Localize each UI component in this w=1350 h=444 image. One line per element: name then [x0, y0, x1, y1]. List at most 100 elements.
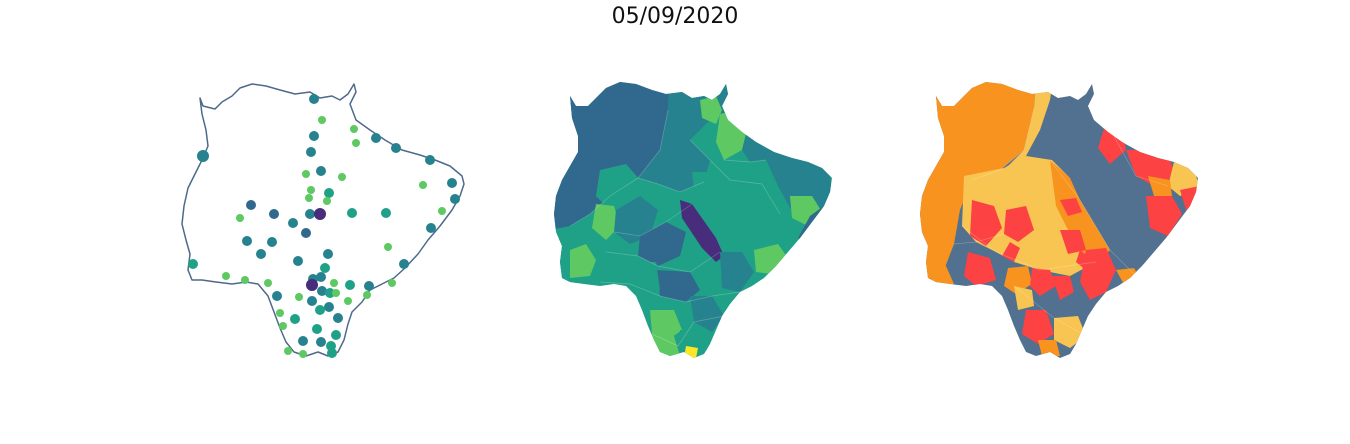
point-marker	[241, 276, 249, 284]
point-marker	[222, 272, 230, 280]
region-center-east-2	[730, 180, 780, 246]
class-orange-far-south	[1038, 340, 1060, 356]
point-marker	[316, 166, 326, 176]
class-regions	[920, 82, 1198, 358]
point-marker	[312, 324, 322, 334]
region-north-lime	[700, 96, 722, 124]
point-marker	[305, 194, 313, 202]
point-marker	[364, 281, 374, 291]
point-marker	[331, 330, 341, 340]
point-marker	[327, 348, 337, 358]
point-marker	[309, 131, 319, 141]
point-marker	[388, 279, 396, 287]
region-center-north	[638, 140, 710, 192]
region-center-west	[614, 196, 658, 244]
point-marker	[419, 181, 427, 189]
point-marker	[197, 150, 209, 162]
region-west-center	[596, 164, 640, 210]
point-marker	[315, 305, 325, 315]
point-marker	[272, 291, 282, 301]
points-map	[181, 83, 465, 358]
point-marker	[290, 314, 300, 324]
point-marker	[318, 116, 326, 124]
class-borders	[953, 107, 1169, 337]
class-red-west	[970, 200, 1002, 246]
choropleth-regions	[554, 82, 832, 358]
point-marker	[338, 173, 346, 181]
point-markers	[188, 94, 460, 358]
point-marker	[363, 291, 371, 299]
point-marker	[316, 337, 326, 347]
point-marker	[381, 208, 391, 218]
region-center-east	[692, 172, 732, 222]
point-marker	[323, 249, 333, 259]
point-marker	[307, 186, 315, 194]
point-marker	[426, 223, 436, 233]
region-east	[766, 144, 832, 216]
class-red-far-south	[1022, 310, 1054, 344]
point-marker	[309, 94, 319, 104]
point-marker	[288, 218, 298, 228]
class-red-center	[1004, 206, 1034, 242]
class-red-southwest	[964, 252, 996, 286]
region-south-center	[720, 252, 754, 292]
point-marker	[305, 209, 315, 219]
point-marker	[295, 293, 303, 301]
point-marker	[399, 259, 409, 269]
point-marker	[256, 249, 266, 259]
state-outline	[181, 83, 465, 357]
region-south-blue	[656, 270, 700, 302]
point-marker	[325, 288, 335, 298]
class-map	[920, 82, 1198, 358]
point-marker	[302, 170, 310, 178]
point-marker	[447, 178, 457, 188]
class-red-south-2	[1052, 276, 1074, 300]
point-marker	[307, 296, 317, 306]
point-marker	[332, 289, 340, 297]
class-red-south-1	[1030, 268, 1056, 296]
point-marker	[316, 272, 326, 282]
region-south-west	[630, 262, 660, 296]
point-marker	[371, 133, 381, 143]
class-red-center-south	[1076, 250, 1098, 272]
point-marker	[267, 237, 277, 247]
region-south	[690, 296, 724, 332]
region-south-lime	[650, 310, 682, 340]
region-borders	[569, 109, 781, 347]
point-marker	[284, 347, 292, 355]
point-marker	[323, 197, 331, 205]
point-marker	[298, 336, 308, 346]
point-marker	[314, 208, 326, 220]
point-marker	[347, 208, 357, 218]
point-marker	[344, 297, 352, 305]
point-marker	[242, 236, 252, 246]
region-west	[554, 82, 670, 232]
region-west-lime	[592, 204, 620, 240]
point-marker	[276, 309, 284, 317]
point-marker	[450, 194, 460, 204]
point-marker	[350, 125, 358, 133]
point-marker	[384, 243, 392, 251]
point-marker	[264, 279, 272, 287]
point-marker	[330, 279, 338, 287]
point-marker	[391, 143, 401, 153]
point-marker	[188, 259, 198, 269]
region-center	[638, 222, 686, 266]
class-orange-south	[1004, 266, 1032, 294]
class-orange-southwest	[928, 266, 954, 286]
point-marker	[293, 256, 303, 266]
point-marker	[324, 302, 334, 312]
point-marker	[438, 207, 446, 215]
region-highlight	[680, 200, 724, 262]
region-southwest-lime	[570, 244, 596, 278]
point-marker	[306, 279, 318, 291]
point-marker	[317, 286, 327, 296]
region-yellow	[684, 346, 698, 358]
point-marker	[425, 155, 435, 165]
point-marker	[269, 209, 279, 219]
class-orange-east	[1148, 176, 1172, 196]
figure-title: 05/09/2020	[611, 4, 739, 29]
point-marker	[306, 147, 316, 157]
point-marker	[324, 188, 334, 198]
class-red-center-3	[1060, 230, 1086, 254]
